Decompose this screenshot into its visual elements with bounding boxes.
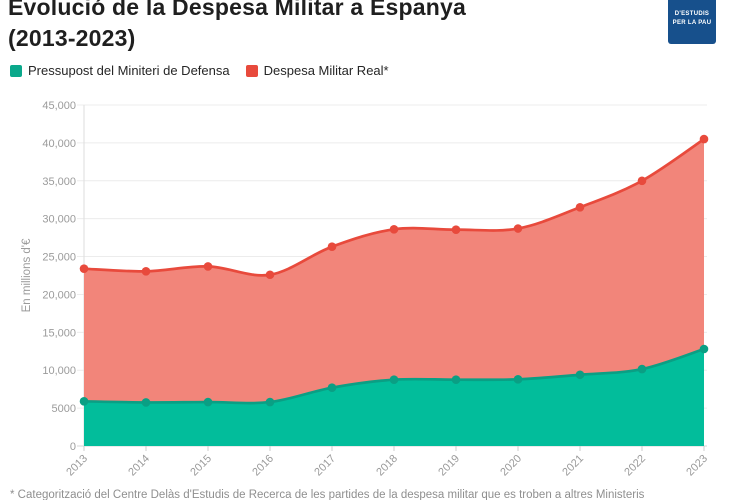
- y-tick-label-30000: 30,000: [42, 214, 76, 226]
- x-tick-label-2015: 2015: [188, 453, 214, 479]
- x-tick-label-2013: 2013: [64, 453, 90, 479]
- x-tick-label-2020: 2020: [498, 453, 524, 479]
- data-point-Pressupost del Miniteri de Defensa-2021: [575, 370, 585, 380]
- y-tick-label-45000: 45,000: [42, 100, 76, 112]
- y-axis-title: En millions d'€: [21, 238, 33, 312]
- logo-text-line2: PER LA PAU: [672, 20, 712, 26]
- data-point-Pressupost del Miniteri de Defensa-2018: [389, 375, 399, 384]
- x-tick-label-2022: 2022: [622, 453, 648, 479]
- data-point-Despesa Militar Real*-2022: [637, 176, 647, 186]
- data-point-Pressupost del Miniteri de Defensa-2013: [79, 396, 89, 406]
- y-tick-label-0: 0: [70, 441, 76, 453]
- x-tick-label-2017: 2017: [312, 453, 338, 479]
- data-point-Despesa Militar Real*-2018: [389, 224, 399, 234]
- legend-item-despesa: Despesa Militar Real*: [245, 63, 389, 78]
- data-point-Pressupost del Miniteri de Defensa-2019: [451, 375, 461, 384]
- legend-label-pressupost: Pressupost del Miniteri de Defensa: [28, 63, 230, 78]
- area-Despesa Militar Real*: [84, 139, 704, 446]
- data-point-Pressupost del Miniteri de Defensa-2016: [265, 397, 275, 407]
- page-title-line2: (2013-2023): [8, 25, 136, 51]
- area-Pressupost del Miniteri de Defensa: [84, 349, 704, 446]
- legend-label-despesa: Despesa Militar Real*: [263, 63, 389, 78]
- data-point-Despesa Militar Real*-2015: [203, 262, 213, 271]
- y-tick-label-15000: 15,000: [42, 327, 76, 339]
- legend-swatch-red: [245, 64, 258, 77]
- x-tick-label-2018: 2018: [374, 453, 400, 479]
- legend-swatch-green: [10, 64, 22, 77]
- y-tick-label-35000: 35,000: [42, 176, 76, 188]
- page-title-line1: Evolució de la Despesa Militar a Espanya: [8, 0, 466, 20]
- data-point-Pressupost del Miniteri de Defensa-2015: [203, 397, 213, 407]
- x-tick-label-2023: 2023: [684, 453, 710, 479]
- y-tick-label-20000: 20,000: [42, 289, 76, 301]
- y-tick-label-25000: 25,000: [42, 252, 76, 264]
- x-tick-label-2021: 2021: [560, 453, 586, 479]
- data-point-Pressupost del Miniteri de Defensa-2022: [637, 364, 647, 374]
- page-title: Evolució de la Despesa Militar a Espanya…: [8, 0, 628, 54]
- data-point-Pressupost del Miniteri de Defensa-2020: [513, 375, 523, 384]
- data-point-Despesa Militar Real*-2016: [265, 270, 275, 280]
- stacked-area-chart: 0 5000 10,000 15,000 20,000 25,000 30,000 35,00…: [21, 100, 710, 479]
- data-point-Despesa Militar Real*-2013: [79, 264, 89, 273]
- centre-delas-logo: D'ESTUDIS PER LA PAU: [668, 0, 716, 44]
- y-tick-label-5000: 5000: [52, 403, 76, 415]
- x-tick-label-2016: 2016: [250, 453, 276, 479]
- data-point-Despesa Militar Real*-2020: [513, 224, 523, 233]
- data-point-Pressupost del Miniteri de Defensa-2017: [327, 383, 337, 392]
- data-point-Despesa Militar Real*-2021: [575, 203, 585, 212]
- legend-item-pressupost: Pressupost del Miniteri de Defensa: [10, 63, 230, 78]
- x-tick-label-2019: 2019: [436, 453, 462, 479]
- logo-text-line1: D'ESTUDIS: [674, 11, 710, 17]
- data-point-Despesa Militar Real*-2014: [141, 267, 151, 276]
- data-point-Pressupost del Miniteri de Defensa-2014: [141, 398, 151, 407]
- data-point-Despesa Militar Real*-2017: [327, 242, 337, 252]
- y-tick-label-10000: 10,000: [42, 365, 76, 377]
- data-point-Despesa Militar Real*-2019: [451, 225, 461, 234]
- chart-legend: Pressupost del Miniteri de Defensa Despe…: [10, 63, 389, 78]
- footnote: * Categorització del Centre Delàs d'Estu…: [10, 489, 645, 500]
- y-tick-label-40000: 40,000: [42, 138, 76, 150]
- x-tick-label-2014: 2014: [126, 453, 152, 479]
- data-point-Despesa Militar Real*-2023: [699, 134, 709, 144]
- data-point-Pressupost del Miniteri de Defensa-2023: [699, 344, 709, 354]
